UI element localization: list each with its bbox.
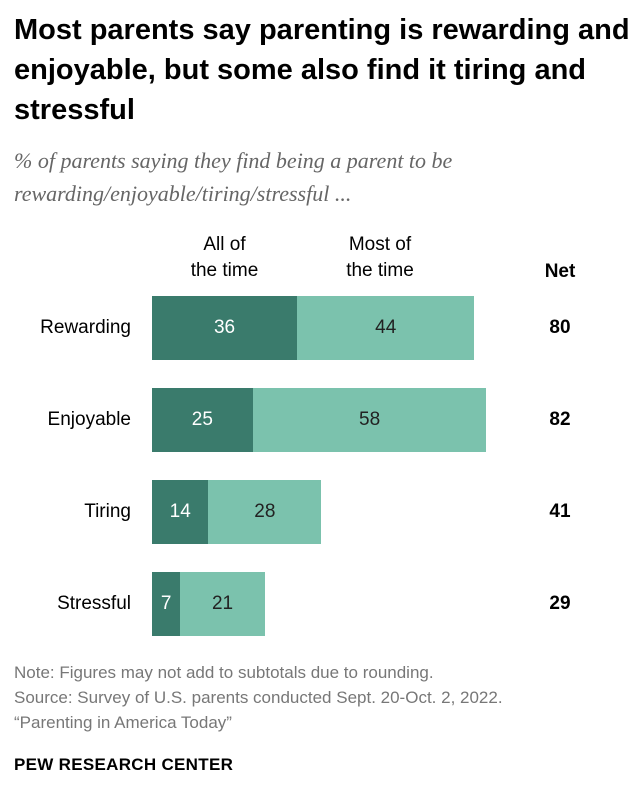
bar-value-label: 7: [160, 593, 172, 614]
bar-tiring-all: [152, 480, 209, 544]
net-value-enjoyable: 82: [549, 409, 571, 430]
bar-value-label: 14: [169, 501, 191, 522]
category-label-rewarding: Rewarding: [40, 317, 131, 338]
category-label-tiring: Tiring: [84, 501, 131, 522]
chart-title: Most parents say parenting is rewarding …: [14, 14, 630, 126]
bar-enjoyable-all: [152, 388, 253, 452]
bar-rewarding-all: [152, 296, 298, 360]
chart-notes: Note: Figures may not add to subtotals d…: [14, 660, 634, 735]
bar-enjoyable-most: [252, 388, 487, 452]
net-value-stressful: 29: [549, 593, 571, 614]
note-text: Note: Figures may not add to subtotals d…: [14, 663, 434, 682]
bar-stressful-most: [180, 572, 265, 636]
report-title-text: “Parenting in America Today”: [14, 713, 232, 732]
bar-rewarding-most: [297, 296, 475, 360]
bar-value-label: 44: [375, 317, 397, 338]
net-value-rewarding: 80: [549, 317, 571, 338]
bar-stressful-all: [152, 572, 181, 636]
bar-value-label: 58: [359, 409, 381, 430]
bar-value-label: 21: [211, 593, 234, 614]
legend-all-of-the-time: All of the time: [190, 234, 259, 281]
bar-value-label: 36: [213, 317, 236, 338]
pew-logo-text: PEW RESEARCH CENTER: [14, 755, 234, 774]
bar-value-label: 25: [191, 409, 213, 430]
category-label-stressful: Stressful: [57, 593, 131, 614]
bar-value-label: 28: [254, 501, 276, 522]
net-value-tiring: 41: [549, 501, 571, 522]
bar-tiring-most: [208, 480, 322, 544]
net-column-header: Net: [544, 261, 576, 282]
source-text: Source: Survey of U.S. parents conducted…: [14, 688, 503, 707]
category-label-enjoyable: Enjoyable: [47, 409, 131, 430]
chart-subtitle: % of parents saying they find being a pa…: [14, 148, 453, 206]
legend-most-of-the-time: Most of the time: [346, 234, 414, 281]
